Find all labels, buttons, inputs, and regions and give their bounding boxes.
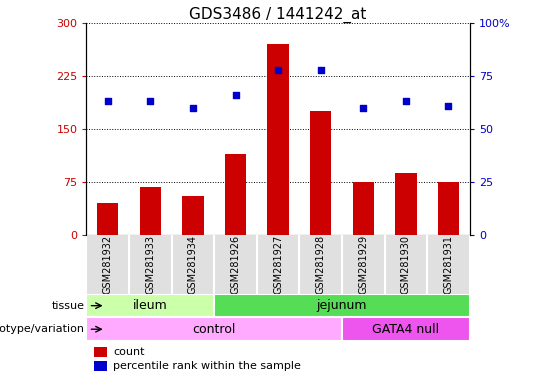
Text: jejunum: jejunum: [317, 299, 367, 312]
Bar: [438, 182, 459, 235]
Text: tissue: tissue: [51, 301, 84, 311]
Text: GSM281930: GSM281930: [401, 235, 411, 294]
Point: [146, 98, 154, 104]
Text: GSM281934: GSM281934: [188, 235, 198, 294]
Text: GSM281932: GSM281932: [103, 235, 113, 294]
Text: GSM281928: GSM281928: [316, 235, 326, 294]
Bar: [94, 361, 107, 371]
Point: [444, 103, 453, 109]
Text: genotype/variation: genotype/variation: [0, 324, 84, 334]
Point: [359, 105, 368, 111]
Bar: [140, 187, 161, 235]
Text: ileum: ileum: [133, 299, 168, 312]
Text: GSM281926: GSM281926: [231, 235, 240, 294]
Bar: [310, 111, 332, 235]
Point: [103, 98, 112, 104]
Text: GSM281933: GSM281933: [145, 235, 156, 294]
Bar: [267, 44, 289, 235]
Text: GATA4 null: GATA4 null: [373, 323, 440, 336]
Text: GSM281929: GSM281929: [359, 235, 368, 294]
Text: control: control: [193, 323, 236, 336]
Point: [188, 105, 197, 111]
Bar: [342, 318, 470, 341]
Title: GDS3486 / 1441242_at: GDS3486 / 1441242_at: [190, 7, 367, 23]
Bar: [86, 318, 342, 341]
Point: [231, 92, 240, 98]
Bar: [86, 294, 214, 318]
Text: count: count: [113, 347, 145, 357]
Text: GSM281927: GSM281927: [273, 235, 283, 294]
Bar: [94, 347, 107, 357]
Bar: [214, 294, 470, 318]
Bar: [97, 203, 118, 235]
Bar: [183, 196, 204, 235]
Point: [316, 66, 325, 73]
Bar: [225, 154, 246, 235]
Text: GSM281931: GSM281931: [443, 235, 454, 294]
Point: [274, 66, 282, 73]
Bar: [353, 182, 374, 235]
Point: [402, 98, 410, 104]
Bar: [395, 173, 416, 235]
Text: percentile rank within the sample: percentile rank within the sample: [113, 361, 301, 371]
